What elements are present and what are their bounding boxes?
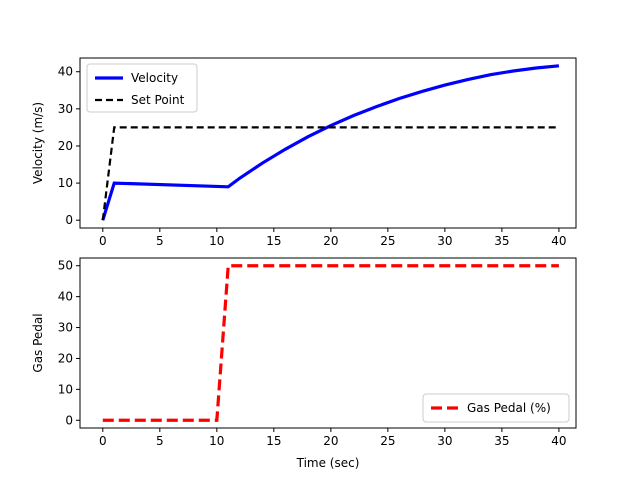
x-tick-label: 40 <box>551 234 566 248</box>
x-tick-label: 5 <box>156 434 164 448</box>
legend-box <box>86 63 198 113</box>
velocity-x-ticks: 0 5 10 15 20 25 30 35 40 <box>99 228 567 248</box>
velocity-legend: Velocity Set Point <box>86 63 198 113</box>
x-tick-label: 0 <box>99 234 107 248</box>
y-tick-label: 30 <box>58 102 73 116</box>
gas-pedal-line <box>102 264 559 422</box>
time-x-axis-label: Time (sec) <box>296 456 360 470</box>
x-tick-label: 15 <box>266 234 281 248</box>
set-point-line <box>101 126 559 221</box>
x-tick-label: 0 <box>99 434 107 448</box>
y-tick-label: 40 <box>58 290 73 304</box>
x-tick-label: 20 <box>323 434 338 448</box>
y-tick-label: 10 <box>58 382 73 396</box>
x-tick-label: 35 <box>494 434 509 448</box>
x-tick-label: 25 <box>380 434 395 448</box>
x-tick-label: 10 <box>209 434 224 448</box>
x-tick-label: 40 <box>551 434 566 448</box>
velocity-y-axis-label: Velocity (m/s) <box>31 102 45 184</box>
y-tick-label: 20 <box>58 351 73 365</box>
gas-pedal-series-group <box>102 264 559 422</box>
x-tick-label: 30 <box>437 234 452 248</box>
x-tick-label: 5 <box>156 234 164 248</box>
legend-box <box>422 393 570 423</box>
x-tick-label: 30 <box>437 434 452 448</box>
gas-pedal-y-axis-label: Gas Pedal <box>31 313 45 372</box>
velocity-line <box>101 64 560 221</box>
gas-pedal-y-ticks: 0 10 20 30 40 50 <box>58 259 80 427</box>
gas-pedal-legend: Gas Pedal (%) <box>422 393 570 423</box>
gas-pedal-legend-label: Gas Pedal (%) <box>467 401 551 415</box>
set-point-legend-label: Set Point <box>131 93 185 107</box>
x-tick-label: 20 <box>323 234 338 248</box>
x-tick-label: 10 <box>209 234 224 248</box>
x-tick-label: 35 <box>494 234 509 248</box>
gas-pedal-x-ticks: 0 5 10 15 20 25 30 35 40 <box>99 428 567 448</box>
x-tick-label: 25 <box>380 234 395 248</box>
velocity-y-ticks: 0 10 20 30 40 <box>58 65 80 227</box>
y-tick-label: 30 <box>58 321 73 335</box>
y-tick-label: 0 <box>65 413 73 427</box>
y-tick-label: 20 <box>58 139 73 153</box>
velocity-series-group <box>101 64 560 221</box>
velocity-plot-frame <box>79 57 577 229</box>
y-tick-label: 50 <box>58 259 73 273</box>
x-tick-label: 15 <box>266 434 281 448</box>
gas-pedal-plot-frame <box>79 257 577 429</box>
velocity-legend-label: Velocity <box>131 71 178 85</box>
gas-pedal-subplot: 0 5 10 15 20 25 30 35 40 0 10 20 30 40 50 Gas Pedal T… <box>31 257 577 470</box>
velocity-subplot: 0 5 10 15 20 25 30 35 40 0 10 20 30 40 Velocity (m/s… <box>31 57 577 248</box>
y-tick-label: 40 <box>58 65 73 79</box>
y-tick-label: 0 <box>65 213 73 227</box>
y-tick-label: 10 <box>58 176 73 190</box>
